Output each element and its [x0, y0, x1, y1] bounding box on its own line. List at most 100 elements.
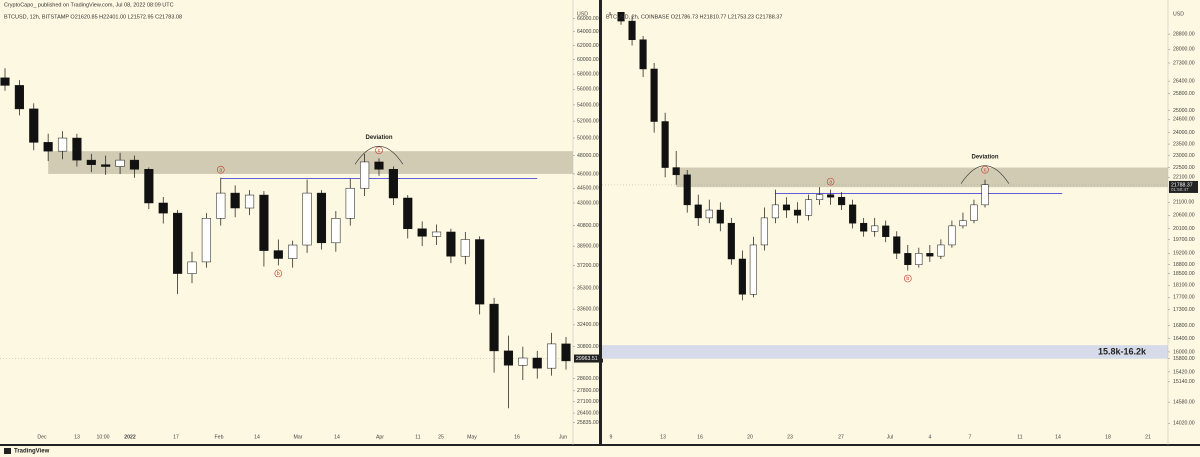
x-tick-label: 7 — [969, 434, 972, 440]
x-tick-label: 9 — [610, 434, 613, 440]
wave-label: a — [829, 179, 832, 185]
y-tick-label: 23500.00 — [1173, 141, 1195, 147]
candle-body — [683, 174, 691, 206]
published-note: CryptoCapo_ published on TradingView.com… — [4, 2, 174, 8]
y-tick-label: 44500.00 — [577, 186, 599, 192]
candle-body — [460, 239, 470, 257]
y-tick-label: 25800.00 — [1173, 91, 1195, 97]
candle-body — [115, 159, 125, 167]
x-tick-label: Feb — [215, 434, 224, 440]
x-tick-label: 16 — [514, 434, 520, 440]
y-tick-label: 22500.00 — [1173, 165, 1195, 171]
candle-body — [738, 258, 746, 295]
panel-divider — [599, 0, 602, 445]
plot — [0, 68, 573, 409]
x-tick-label: Dec — [37, 434, 47, 440]
candle-body — [716, 209, 724, 224]
candle-body — [316, 192, 327, 244]
x-tick-label: 16 — [697, 434, 703, 440]
wave-marker — [826, 177, 835, 186]
y-tick-label: 16800.00 — [1173, 323, 1195, 329]
candle-body — [532, 357, 542, 369]
candle-body — [173, 212, 183, 274]
y-tick-label: 50000.00 — [577, 135, 599, 141]
candle-body — [86, 159, 96, 165]
y-tick-label: 28000.00 — [1173, 47, 1195, 53]
candle-body — [959, 220, 967, 227]
candle-body — [970, 204, 978, 221]
y-tick-label: 58000.00 — [577, 71, 599, 77]
candle-body — [417, 228, 427, 237]
y-tick-label: 32400.00 — [577, 322, 599, 328]
resistance-zone — [48, 151, 573, 174]
y-tick-label: 20100.00 — [1173, 226, 1195, 232]
x-tick-label: 14 — [1055, 434, 1061, 440]
candle-body — [43, 142, 53, 152]
candle-body — [273, 250, 283, 259]
x-tick-label: 25 — [438, 434, 444, 440]
y-tick-label: 17300.00 — [1173, 307, 1195, 313]
y-tick-label: 15800.00 — [1173, 356, 1195, 362]
y-tick-label: 14020.00 — [1173, 421, 1195, 427]
y-tick-label: 19200.00 — [1173, 251, 1195, 257]
candle-body — [760, 217, 768, 246]
candle-body — [14, 85, 24, 110]
y-tick-label: 27300.00 — [1173, 60, 1195, 66]
candle-body — [446, 231, 456, 257]
y-tick-label: 22100.00 — [1173, 175, 1195, 181]
y-tick-label: 26400.00 — [1173, 79, 1195, 85]
candle-body — [431, 231, 442, 237]
wave-label: a — [219, 167, 222, 173]
candle-body — [749, 244, 757, 295]
plot — [602, 12, 1168, 359]
legend-text: BTCUSD, 12h, BITSTAMP O21620.85 H22401.0… — [4, 14, 182, 20]
y-tick-label: 20600.00 — [1173, 213, 1195, 219]
x-tick-label: 11 — [415, 434, 420, 440]
x-tick-label: May — [467, 434, 477, 440]
candle-body — [694, 204, 702, 219]
deviation-label: Deviation — [365, 135, 392, 141]
y-tick-label: 24000.00 — [1173, 130, 1195, 136]
candle-body — [345, 187, 355, 219]
y-tick-label: 27100.00 — [577, 399, 599, 405]
y-tick-label: 18100.00 — [1173, 283, 1195, 289]
y-tick-label: 46000.00 — [577, 171, 599, 177]
y-tick-label: 16000.00 — [1173, 349, 1195, 355]
x-tick-label: Apr — [376, 434, 384, 440]
candle-body — [871, 225, 879, 232]
candle-body — [838, 196, 846, 206]
y-tick-label: 25835.00 — [577, 420, 599, 426]
candle-body — [72, 137, 82, 161]
price-badge — [1169, 180, 1198, 193]
support-zone-label: 15.8k-16.2k — [1098, 346, 1147, 356]
y-tick-label: 60000.00 — [577, 57, 599, 63]
x-tick-label: 27 — [838, 434, 844, 440]
x-tick-label: 14 — [334, 434, 340, 440]
candle-body — [230, 192, 240, 209]
axis-unit: USD — [1173, 11, 1184, 17]
candle-body — [331, 218, 341, 244]
candle-body — [904, 253, 912, 265]
y-tick-label: 14580.00 — [1173, 400, 1195, 406]
candle-body — [926, 253, 934, 257]
candle-body — [216, 192, 226, 219]
y-tick-label: 16400.00 — [1173, 336, 1195, 342]
wave-marker — [216, 165, 225, 174]
y-tick-label: 66000.00 — [577, 16, 599, 22]
y-tick-label: 18500.00 — [1173, 271, 1195, 277]
wave-label: b — [277, 271, 280, 277]
candle-body — [388, 169, 398, 199]
support-zone — [602, 345, 1168, 359]
candle-body — [705, 209, 713, 219]
y-tick-label: 27800.00 — [577, 388, 599, 394]
price-badge-label: 29963.51 — [576, 356, 598, 362]
axis-unit: USD — [577, 11, 588, 17]
candle-body — [827, 194, 835, 198]
deviation-arc — [960, 165, 1010, 184]
wave-marker — [981, 165, 989, 174]
x-tick-label: 18 — [1105, 434, 1111, 440]
x-tick-label: 14 — [254, 434, 260, 440]
y-tick-label: 18800.00 — [1173, 262, 1195, 268]
candle-body — [302, 192, 312, 246]
x-tick-label: Jul — [887, 434, 894, 440]
